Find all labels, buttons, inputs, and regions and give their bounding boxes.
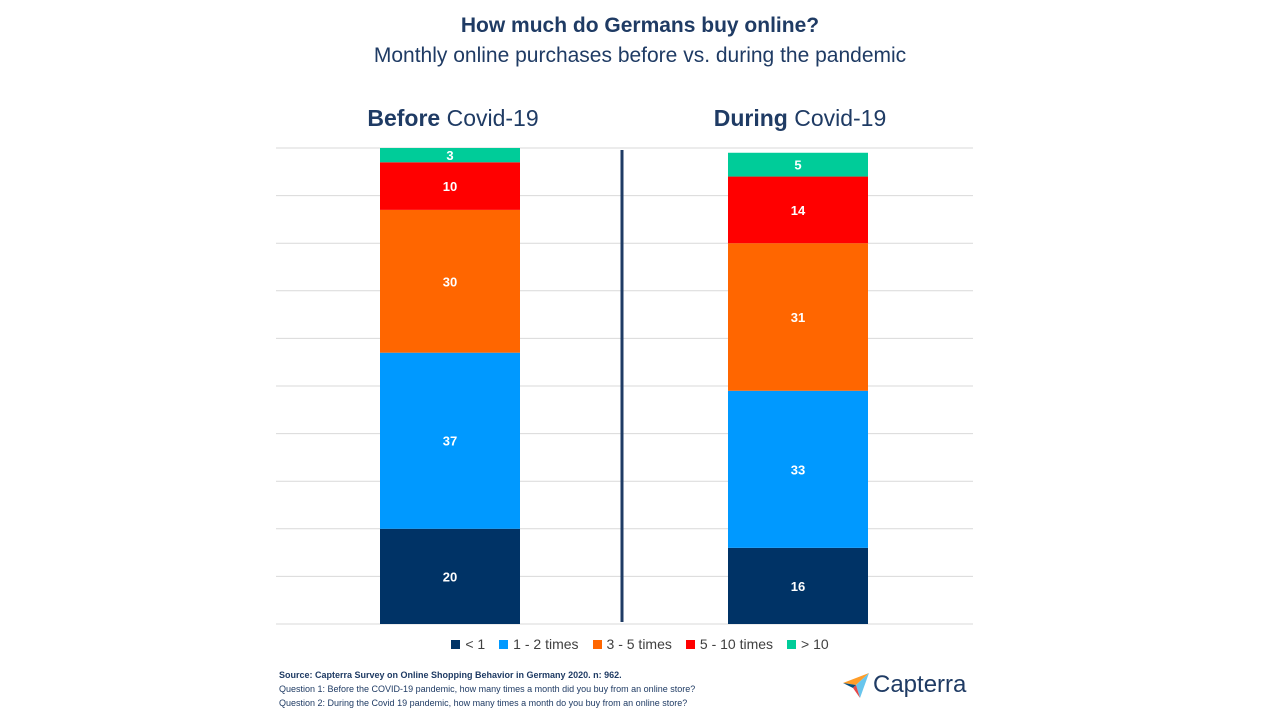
data-label: 5 [794, 158, 801, 173]
bar-segment [728, 243, 868, 391]
data-label: 16 [791, 579, 805, 594]
legend-label: < 1 [465, 636, 486, 652]
bar-segment [380, 209, 520, 353]
data-label: 20 [443, 569, 457, 584]
legend-swatch [451, 639, 461, 649]
legend-item: 1 - 2 times [499, 636, 579, 652]
legend: < 1 1 - 2 times 3 - 5 times 5 - 10 times > 1… [0, 636, 1280, 652]
chart-title: How much do Germans buy online? [460, 14, 820, 37]
column-heading-during: During Covid-19 [650, 105, 950, 132]
legend-label: 5 - 10 times [699, 636, 774, 652]
legend-swatch [499, 639, 509, 649]
column-heading-during-bold: During [713, 105, 788, 131]
legend-label: 1 - 2 times [513, 636, 579, 652]
bar-segment [728, 547, 868, 624]
column-heading-before: Before Covid-19 [303, 105, 603, 132]
bar-segment [380, 528, 520, 624]
capterra-logo-text: Capterra [873, 671, 967, 698]
bar-segment [728, 176, 868, 244]
question-2-line: Question 2: During the Covid 19 pandemic… [279, 698, 688, 708]
data-label: 37 [443, 434, 457, 449]
chart-subtitle: Monthly online purchases before vs. duri… [373, 44, 907, 67]
source-line: Source: Capterra Survey on Online Shoppi… [279, 670, 622, 680]
bar-segment [380, 148, 520, 163]
legend-swatch [787, 639, 797, 649]
column-heading-during-rest: Covid-19 [787, 105, 887, 131]
bar-segment [728, 152, 868, 177]
question-1-line: Question 1: Before the COVID-19 pandemic… [279, 684, 696, 694]
column-heading-before-rest: Covid-19 [440, 105, 539, 131]
legend-item: < 1 [451, 636, 485, 652]
bar-segment [728, 390, 868, 548]
legend-label: 3 - 5 times [606, 636, 672, 652]
source-note: Source: Capterra Survey on Online Shoppi… [279, 668, 695, 710]
capterra-logo: Capterra [843, 671, 966, 699]
legend-item: 5 - 10 times [685, 636, 774, 652]
data-label: 30 [443, 274, 457, 289]
legend-swatch [685, 639, 695, 649]
data-label: 10 [443, 179, 457, 194]
bar-segment [380, 352, 520, 529]
capterra-arrow-icon [843, 673, 869, 698]
data-label: 31 [791, 310, 805, 325]
data-label: 3 [446, 148, 453, 163]
bar-segment [380, 162, 520, 210]
legend-item: 3 - 5 times [592, 636, 672, 652]
legend-item: > 10 [787, 636, 829, 652]
data-label: 33 [791, 462, 805, 477]
data-label: 14 [791, 203, 806, 218]
legend-swatch [592, 639, 602, 649]
column-heading-before-bold: Before [367, 105, 441, 131]
legend-label: > 10 [801, 636, 829, 652]
